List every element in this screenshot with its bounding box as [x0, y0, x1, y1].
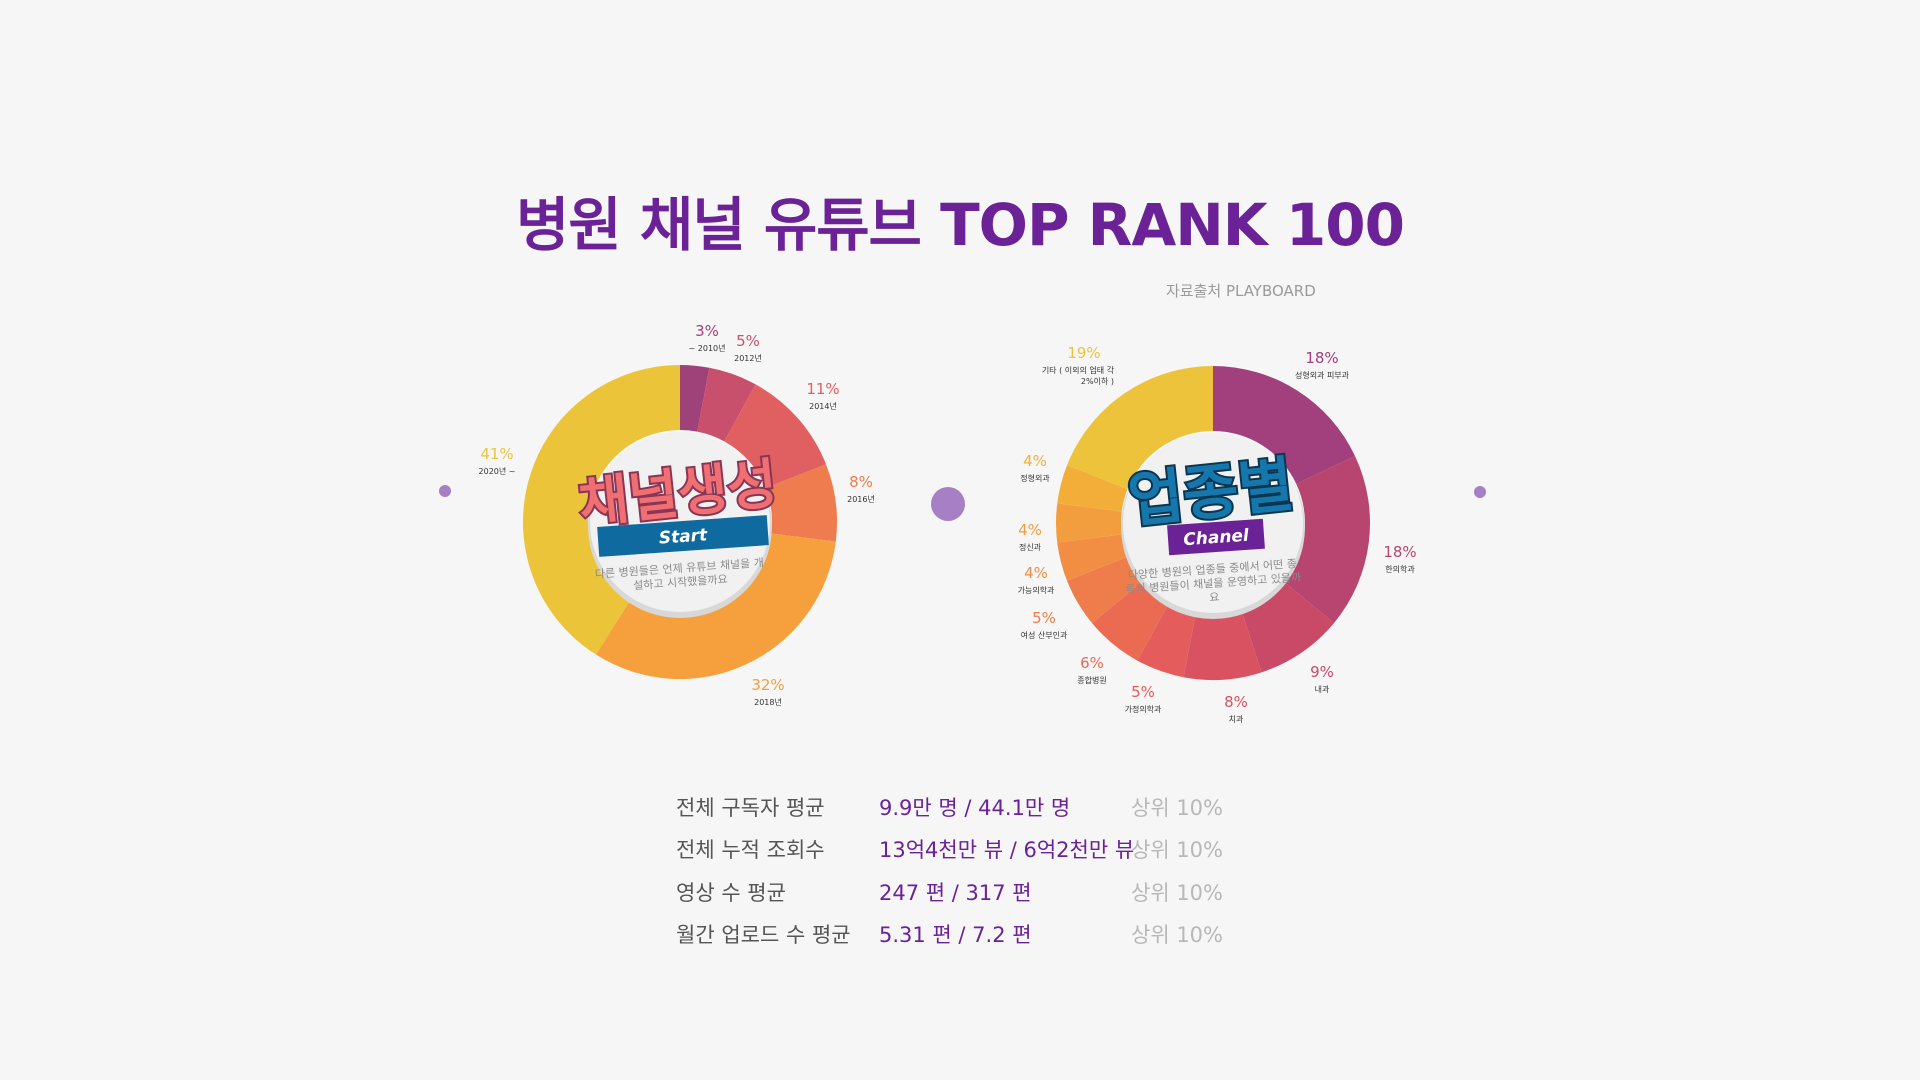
slice-value-label: 5%	[1131, 683, 1155, 701]
donut-slice	[1213, 366, 1356, 484]
donut-slice	[1057, 534, 1128, 581]
donut-slice	[724, 384, 826, 489]
slice-category-label: 내과	[1315, 685, 1330, 694]
donut-slice	[1283, 456, 1370, 624]
stat-value: 247 편 / 317 편	[879, 881, 1032, 905]
slice-category-label: 기타 ( 이외의 업태 각	[1042, 365, 1115, 375]
slice-category-label: 2014년	[809, 401, 837, 411]
slice-value-label: 8%	[849, 473, 873, 491]
donut-slice	[1067, 556, 1143, 624]
slice-category-label: 2012년	[734, 353, 762, 363]
source-credit: 자료출처 PLAYBOARD	[1166, 282, 1316, 300]
decorative-dot-center	[931, 487, 965, 521]
donut-slice	[765, 464, 837, 542]
slice-category-label: 정신과	[1019, 542, 1042, 552]
slice-value-label: 6%	[1080, 654, 1104, 672]
badge-background	[597, 515, 769, 557]
slice-value-label: 11%	[806, 380, 839, 398]
stat-label: 전체 누적 조회수	[676, 838, 825, 862]
slice-category-label: 여성 산부인과	[1021, 630, 1068, 640]
slice-value-label: 19%	[1067, 344, 1100, 362]
slice-category-label: 종합병원	[1077, 676, 1106, 685]
donut-slice	[680, 365, 710, 432]
stat-rank: 상위 10%	[1131, 838, 1223, 862]
slice-category-label: 2020년 ~	[479, 466, 516, 476]
slice-value-label: 3%	[695, 322, 719, 340]
center-description: 요	[1209, 591, 1220, 605]
slice-category-label: 한의학과	[1385, 564, 1415, 574]
page-title: 병원 채널 유튜브 TOP RANK 100	[516, 191, 1405, 259]
badge-label: Start	[658, 525, 709, 548]
donut-slice	[522, 365, 680, 655]
slice-value-label: 9%	[1310, 663, 1334, 681]
center-badge: Start	[597, 515, 769, 557]
center-description: 설하고 시작했을까요	[633, 572, 728, 593]
slice-category-label: 가정의학과	[1125, 704, 1162, 714]
slice-category-label: ~ 2010년	[689, 343, 726, 353]
slice-category-label: 가능의학과	[1018, 585, 1055, 595]
slice-category-label: 정형외과	[1020, 473, 1050, 483]
stat-rank: 상위 10%	[1131, 796, 1223, 820]
stat-value: 13억4천만 뷰 / 6억2천만 뷰	[879, 838, 1135, 862]
donut-slice	[697, 367, 756, 442]
center-badge: Chanel	[1167, 518, 1265, 556]
decorative-dot-left	[439, 485, 451, 497]
stat-label: 영상 수 평균	[676, 881, 786, 905]
donut-slice	[1137, 603, 1196, 678]
slice-category-label: 2%이하 )	[1081, 376, 1114, 386]
slice-value-label: 32%	[751, 676, 784, 694]
badge-background	[1167, 518, 1265, 556]
stat-value: 9.9만 명 / 44.1만 명	[879, 796, 1071, 820]
donut-slice	[1241, 581, 1334, 673]
slice-value-label: 18%	[1383, 543, 1416, 561]
donut-slice	[1057, 465, 1128, 512]
slice-category-label: 성형외과 피부과	[1295, 370, 1350, 380]
decorative-dot-right	[1474, 486, 1486, 498]
slice-category-label: 2018년	[754, 697, 782, 707]
slice-value-label: 4%	[1024, 564, 1048, 582]
slice-value-label: 4%	[1018, 521, 1042, 539]
donut-slice	[595, 533, 836, 680]
donut-slice	[1183, 610, 1262, 680]
slice-category-label: 치과	[1229, 715, 1244, 724]
stat-rank: 상위 10%	[1131, 881, 1223, 905]
slice-value-label: 41%	[480, 445, 513, 463]
stat-label: 월간 업로드 수 평균	[676, 923, 851, 947]
donut-slice	[1067, 366, 1213, 490]
stat-rank: 상위 10%	[1131, 923, 1223, 947]
slice-value-label: 8%	[1224, 693, 1248, 711]
slice-value-label: 5%	[1032, 609, 1056, 627]
donut-slice	[1092, 581, 1169, 661]
stat-label: 전체 구독자 평균	[676, 796, 825, 820]
slice-category-label: 2016년	[847, 494, 875, 504]
stat-value: 5.31 편 / 7.2 편	[879, 923, 1032, 947]
badge-label: Chanel	[1183, 526, 1251, 551]
slice-value-label: 5%	[736, 332, 760, 350]
slice-value-label: 4%	[1023, 452, 1047, 470]
slice-value-label: 18%	[1305, 349, 1338, 367]
donut-slice	[1056, 503, 1122, 543]
